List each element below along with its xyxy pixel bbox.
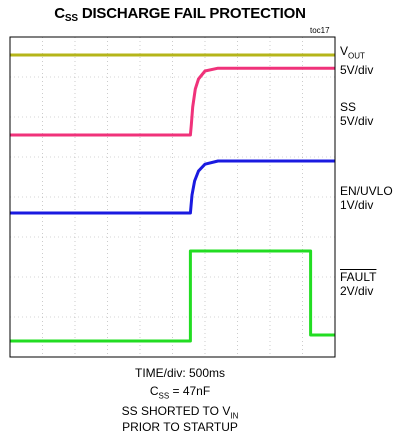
plot-grid [10,37,335,357]
figure-id: toc17 [310,26,330,35]
caption-css: CSS = 47nF [149,384,211,401]
legend-fault: FAULT 2V/div [340,270,377,298]
plot-traces [10,53,335,343]
trace-en-uvlo [10,159,335,215]
legend-en-uvlo: EN/UVLO 1V/div [340,184,393,212]
legend-vout: VOUT 5V/div [340,44,374,78]
caption-shorted: SS SHORTED TO VIN [121,404,239,421]
caption-prior: PRIOR TO STARTUP [122,420,238,434]
plot-frame [9,36,336,358]
chart-title: CSS DISCHARGE FAIL PROTECTION [54,5,306,24]
trace-ss [10,66,335,137]
legend-ss: SS 5V/div [340,100,374,128]
caption-time-div: TIME/div: 500ms [134,366,226,380]
trace-fault [10,249,335,343]
